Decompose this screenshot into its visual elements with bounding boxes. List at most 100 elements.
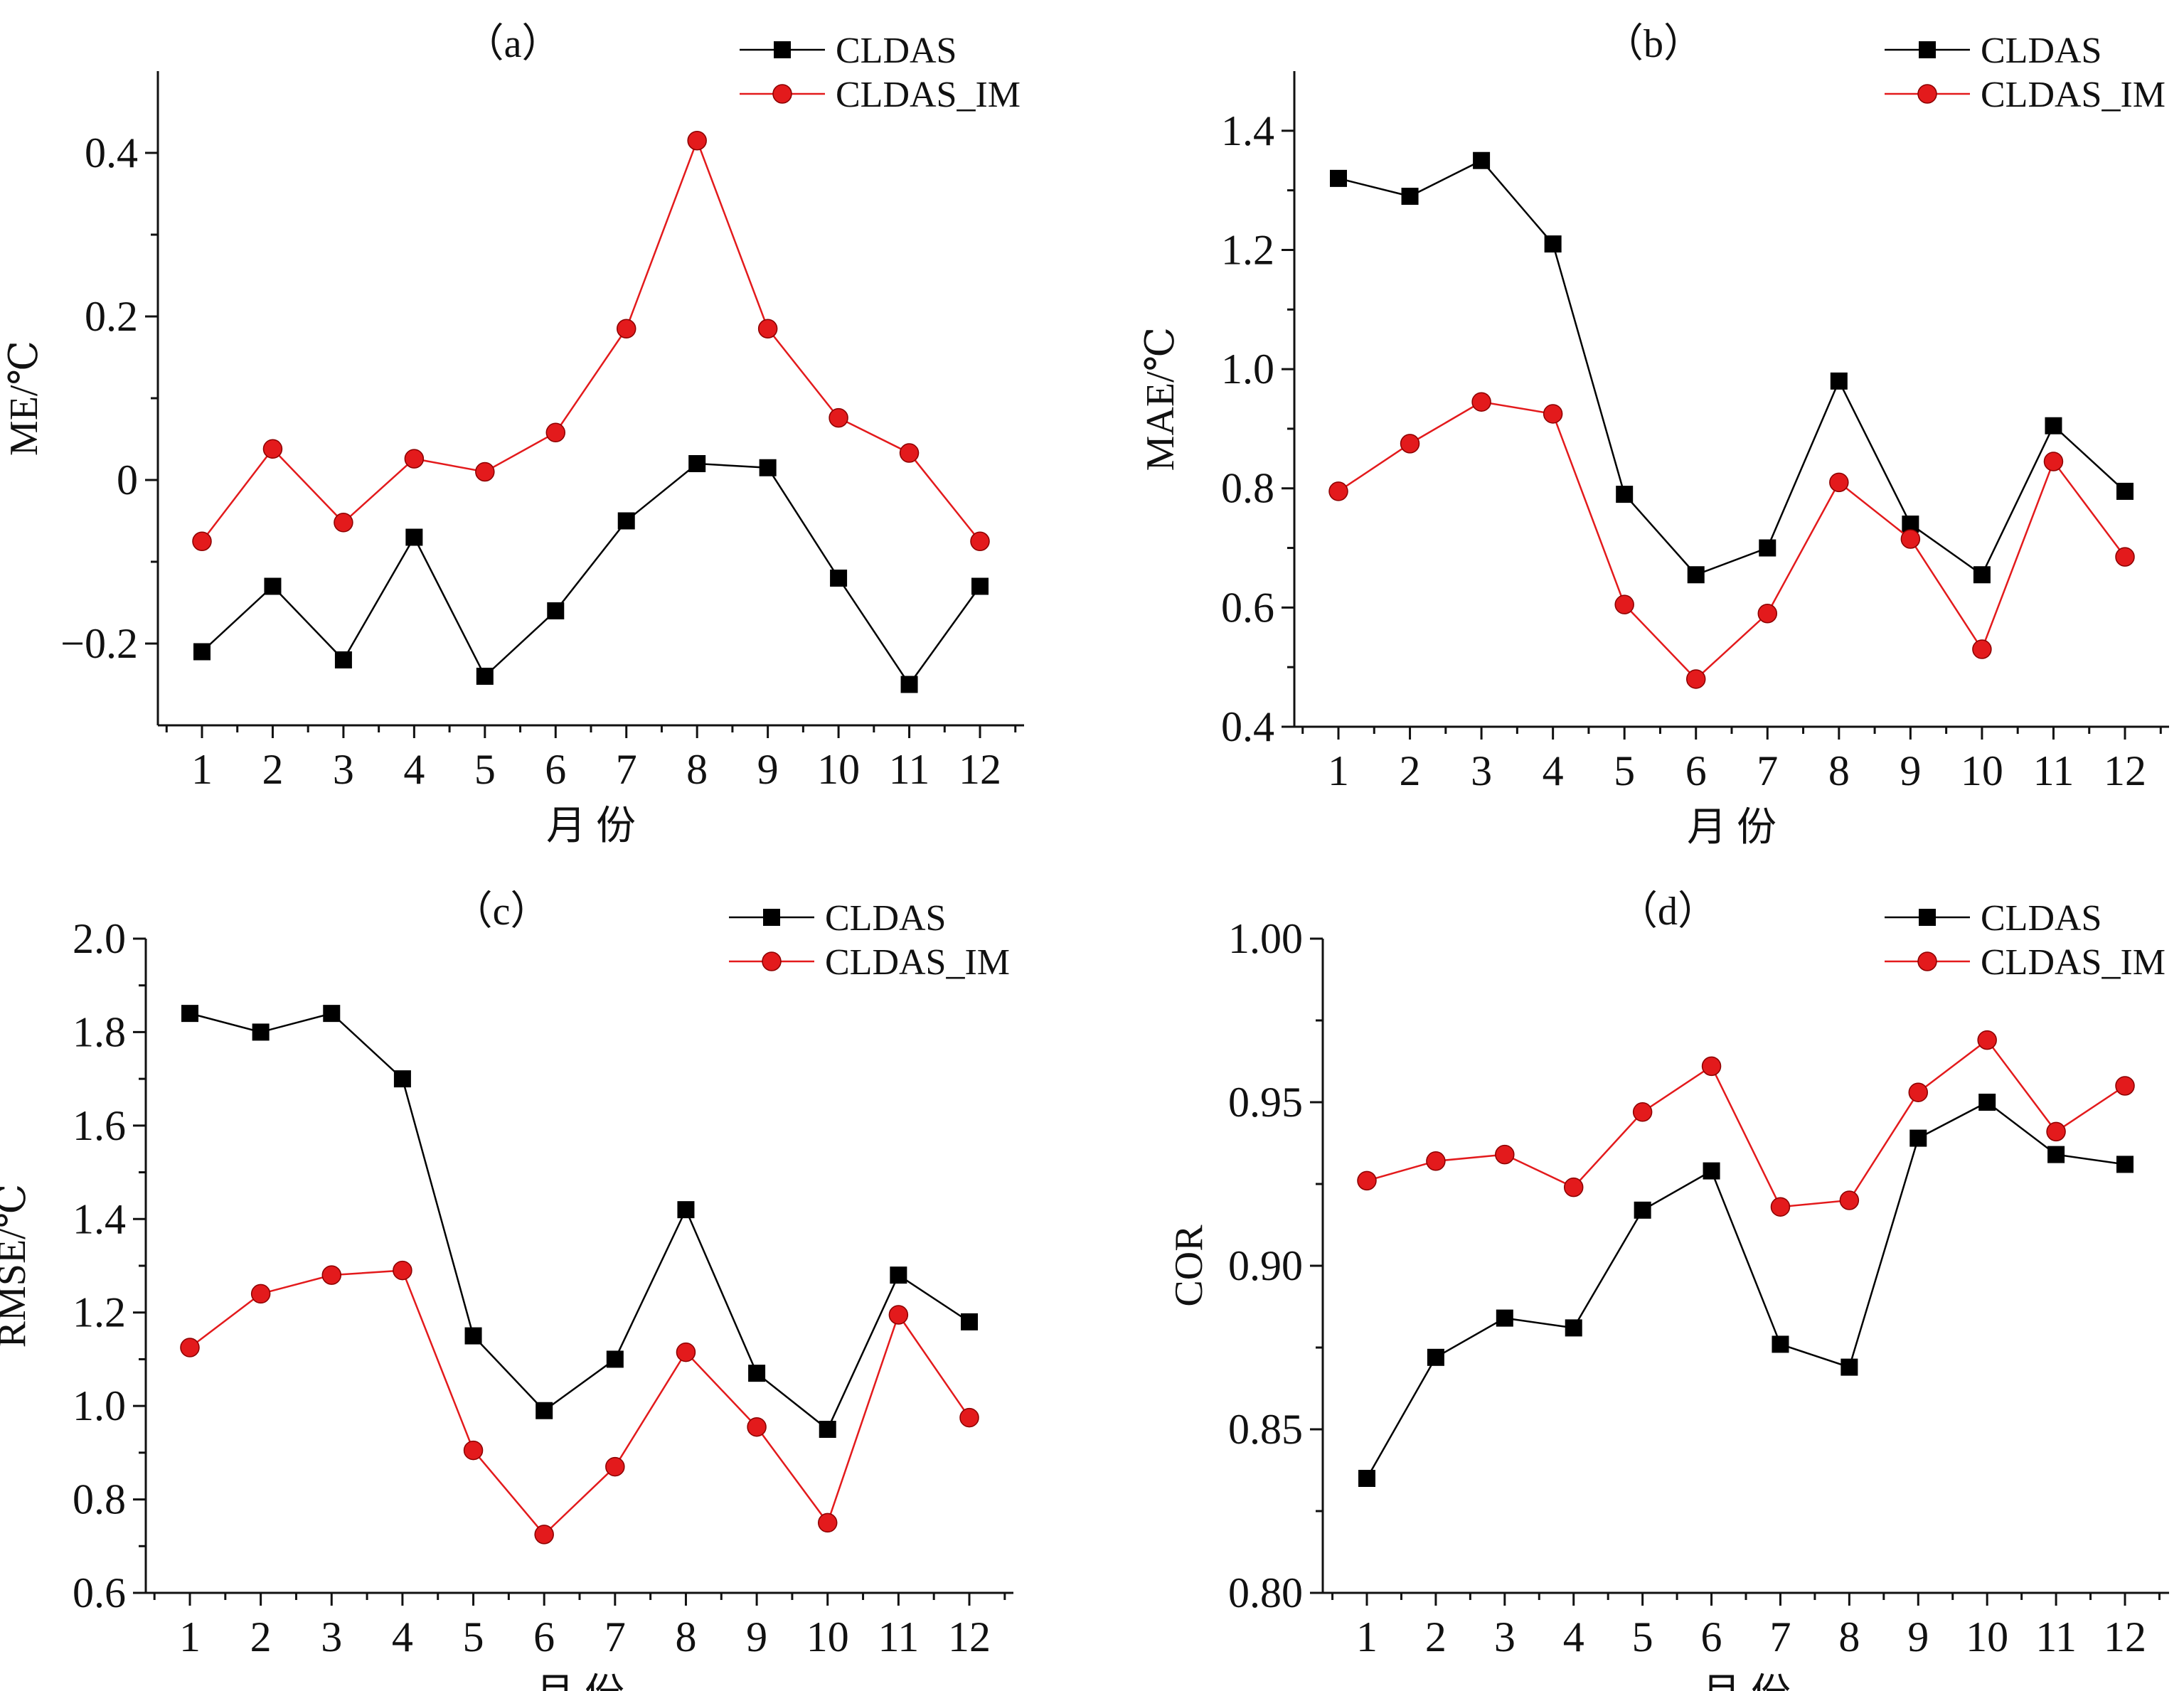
x-tick-label: 9 [1907, 1613, 1929, 1660]
x-tick-label: 12 [948, 1613, 991, 1660]
y-tick-label: −0.2 [60, 620, 138, 667]
legend-marker-square [1919, 909, 1936, 926]
x-tick-label: 6 [533, 1613, 555, 1660]
data-point-cldas-im [1632, 1102, 1653, 1122]
data-point-cldas-im [1426, 1151, 1446, 1171]
legend-label: CLDAS_IM [836, 75, 1021, 115]
x-tick-label: 1 [191, 746, 213, 793]
y-tick-label: 0.90 [1228, 1242, 1303, 1289]
panel-label: （d） [1618, 890, 1717, 934]
x-tick-label: 1 [1328, 747, 1349, 794]
x-tick-label: 4 [403, 746, 425, 793]
data-point-cldas-im [959, 1407, 979, 1428]
data-point-cldas [890, 1266, 907, 1284]
legend-marker-square [1919, 41, 1936, 58]
x-tick-label: 10 [1961, 747, 2003, 794]
x-tick-label: 12 [2104, 1613, 2146, 1660]
y-axis-title: RMSE/℃ [0, 1184, 34, 1348]
legend-label: CLDAS_IM [825, 942, 1010, 983]
panel-label: （b） [1604, 22, 1703, 66]
panel-label: （c） [453, 890, 550, 934]
series-line-cldas-im [1366, 1038, 2126, 1208]
legend-label: CLDAS_IM [1981, 75, 2166, 115]
x-tick-label: 6 [1685, 747, 1707, 794]
data-point-cldas-im [970, 531, 990, 551]
x-tick-label: 3 [1494, 1613, 1516, 1660]
x-tick-label: 7 [604, 1613, 626, 1660]
data-point-cldas [1473, 151, 1491, 169]
x-tick-label: 1 [1356, 1613, 1378, 1660]
x-tick-label: 8 [675, 1613, 696, 1660]
x-tick-label: 3 [333, 746, 354, 793]
data-point-cldas [748, 1365, 766, 1382]
legend-label: CLDAS [836, 31, 957, 71]
data-point-cldas-im [463, 1440, 484, 1461]
data-point-cldas-im [475, 462, 495, 482]
panel-label: （a） [464, 22, 562, 66]
y-tick-label: 1.6 [73, 1102, 126, 1149]
x-tick-label: 8 [686, 746, 708, 793]
series-line-cldas [1365, 1101, 2126, 1479]
y-tick-label: 0.95 [1228, 1079, 1303, 1126]
data-point-cldas-im [687, 131, 707, 151]
x-tick-label: 12 [2104, 747, 2146, 794]
legend-marker-square [774, 41, 791, 58]
x-tick-label: 11 [2033, 747, 2074, 794]
x-tick-label: 11 [878, 1613, 919, 1660]
data-point-cldas [961, 1313, 978, 1330]
data-point-cldas [1427, 1348, 1444, 1366]
data-point-cldas-im [1900, 529, 1921, 549]
x-tick-label: 6 [545, 746, 566, 793]
y-tick-label: 0.6 [73, 1569, 126, 1616]
data-point-cldas [1830, 372, 1848, 390]
y-tick-label: 1.00 [1228, 915, 1303, 962]
y-tick-label: 1.4 [73, 1195, 126, 1242]
x-tick-label: 4 [1543, 747, 1564, 794]
data-point-cldas-im [1908, 1082, 1929, 1102]
panel-d: 0.800.850.900.951.00123456789101112月 份CO… [1167, 890, 2169, 1691]
data-point-cldas [1909, 1129, 1927, 1147]
y-tick-label: 0.4 [1221, 703, 1274, 750]
legend-label: CLDAS [1981, 31, 2102, 71]
data-point-cldas [2045, 417, 2062, 434]
data-point-cldas [1616, 486, 1634, 503]
data-point-cldas [547, 602, 565, 619]
y-tick-label: 2.0 [73, 915, 126, 962]
legend-label: CLDAS_IM [1981, 942, 2166, 983]
x-tick-label: 8 [1838, 1613, 1860, 1660]
data-point-cldas-im [888, 1305, 909, 1325]
data-point-cldas-im [1685, 669, 1706, 689]
legend-marker-square [763, 909, 780, 926]
y-axis-title: ME/℃ [2, 341, 46, 456]
data-point-cldas-im [757, 319, 778, 338]
y-tick-label: 1.2 [73, 1289, 126, 1336]
data-point-cldas [1496, 1309, 1513, 1327]
data-point-cldas-im [829, 407, 848, 428]
data-point-cldas-im [899, 443, 920, 463]
data-point-cldas [606, 1350, 624, 1368]
legend-label: CLDAS [825, 898, 946, 939]
data-point-cldas [971, 577, 989, 595]
x-tick-label: 11 [889, 746, 930, 793]
data-point-cldas [688, 455, 706, 472]
y-tick-label: 1.0 [73, 1382, 126, 1429]
data-point-cldas-im [1563, 1177, 1584, 1197]
y-axis-title: COR [1167, 1225, 1211, 1307]
y-tick-label: 1.0 [1221, 346, 1274, 393]
legend-marker-circle [1917, 84, 1937, 104]
x-tick-label: 7 [1757, 747, 1778, 794]
data-point-cldas-im [2115, 1076, 2135, 1096]
data-point-cldas [1330, 169, 1347, 187]
data-point-cldas-im [2115, 547, 2135, 567]
data-point-cldas [334, 651, 352, 668]
data-point-cldas-im [1770, 1197, 1791, 1217]
data-point-cldas [252, 1023, 270, 1041]
data-point-cldas [2116, 1156, 2134, 1173]
legend-marker-circle [762, 951, 782, 971]
x-tick-label: 2 [1425, 1613, 1447, 1660]
x-axis-title: 月 份 [546, 804, 636, 848]
legend-marker-circle [1917, 951, 1937, 971]
y-tick-label: 0.85 [1228, 1406, 1303, 1453]
data-point-cldas [476, 668, 494, 685]
